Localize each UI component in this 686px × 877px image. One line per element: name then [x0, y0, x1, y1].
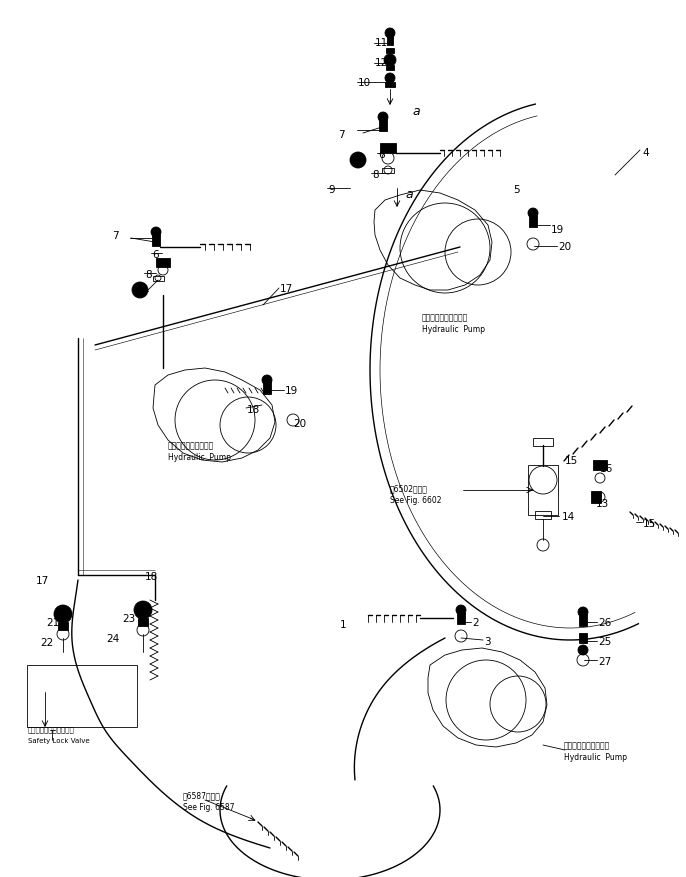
Circle shape — [578, 607, 588, 617]
Text: 第6502図参照: 第6502図参照 — [390, 484, 428, 493]
Text: 17: 17 — [36, 576, 49, 586]
Text: 18: 18 — [145, 572, 158, 582]
Circle shape — [578, 645, 588, 655]
Bar — [385, 82, 395, 87]
Text: 15: 15 — [643, 519, 657, 529]
Text: 5: 5 — [513, 185, 519, 195]
Circle shape — [378, 112, 388, 122]
Text: 4: 4 — [642, 148, 649, 158]
Text: 15: 15 — [565, 456, 578, 466]
Bar — [379, 119, 387, 131]
Circle shape — [385, 28, 395, 38]
Text: Hydraulic  Pump: Hydraulic Pump — [564, 753, 627, 762]
Text: 19: 19 — [285, 386, 298, 396]
Text: 1: 1 — [340, 620, 346, 630]
Text: 14: 14 — [562, 512, 576, 522]
Bar — [382, 168, 394, 173]
Text: 第6587図参照: 第6587図参照 — [183, 791, 221, 800]
Text: 7: 7 — [112, 231, 119, 241]
Text: 6: 6 — [378, 150, 385, 160]
Text: 25: 25 — [598, 637, 611, 647]
Bar — [387, 35, 393, 45]
Bar — [528, 465, 558, 515]
Bar — [380, 143, 396, 153]
Text: 24: 24 — [106, 634, 119, 644]
Text: 27: 27 — [598, 657, 611, 667]
Circle shape — [385, 73, 395, 83]
Circle shape — [350, 152, 366, 168]
Text: a: a — [405, 188, 412, 201]
Text: 23: 23 — [122, 614, 135, 624]
Circle shape — [384, 54, 396, 66]
Bar — [386, 65, 394, 69]
Text: 2: 2 — [472, 618, 479, 628]
Circle shape — [132, 282, 148, 298]
Circle shape — [528, 208, 538, 218]
Circle shape — [54, 605, 72, 623]
Bar — [579, 633, 587, 643]
Bar — [263, 380, 271, 394]
Text: Hydraulic  Pump: Hydraulic Pump — [168, 453, 231, 462]
Circle shape — [134, 601, 152, 619]
Text: ハイドロリックポンプ: ハイドロリックポンプ — [422, 313, 469, 322]
Text: ハイドロリックポンプ: ハイドロリックポンプ — [564, 741, 611, 750]
Text: 10: 10 — [358, 78, 371, 88]
Bar — [386, 47, 394, 53]
Circle shape — [456, 605, 466, 615]
Circle shape — [262, 375, 272, 385]
Bar — [152, 275, 163, 281]
Text: 26: 26 — [598, 618, 611, 628]
Text: 22: 22 — [40, 638, 54, 648]
Text: 9: 9 — [328, 185, 335, 195]
Bar — [579, 614, 587, 626]
Text: 20: 20 — [558, 242, 571, 252]
Bar — [152, 234, 160, 246]
Bar — [457, 612, 465, 624]
Text: 8: 8 — [372, 170, 379, 180]
Text: 17: 17 — [280, 284, 293, 294]
Bar — [156, 258, 170, 267]
Text: 13: 13 — [596, 499, 609, 509]
Text: 19: 19 — [551, 225, 565, 235]
Bar — [533, 438, 553, 446]
Text: 11: 11 — [375, 38, 388, 48]
Bar — [591, 491, 601, 503]
Text: 21: 21 — [46, 618, 59, 628]
Bar — [138, 618, 148, 626]
Text: 12: 12 — [375, 58, 388, 68]
Bar — [593, 460, 607, 470]
Text: 16: 16 — [600, 464, 613, 474]
Text: 18: 18 — [247, 405, 260, 415]
Bar — [535, 511, 551, 519]
Circle shape — [151, 227, 161, 237]
Text: セーフティロックバルブ: セーフティロックバルブ — [28, 726, 75, 732]
Bar — [27, 665, 137, 727]
Text: ハイドロリックポンプ: ハイドロリックポンプ — [168, 441, 214, 450]
Text: Hydraulic  Pump: Hydraulic Pump — [422, 325, 485, 334]
Bar — [529, 213, 537, 227]
Text: 9: 9 — [138, 288, 145, 298]
Text: 8: 8 — [145, 270, 152, 280]
Text: a: a — [412, 105, 420, 118]
Bar — [58, 622, 68, 630]
Text: 20: 20 — [293, 419, 306, 429]
Text: See Fig. 6602: See Fig. 6602 — [390, 496, 442, 505]
Text: Safety Lock Valve: Safety Lock Valve — [28, 738, 90, 744]
Text: 7: 7 — [338, 130, 344, 140]
Text: See Fig. 6587: See Fig. 6587 — [183, 803, 235, 812]
Text: 3: 3 — [484, 637, 490, 647]
Text: 6: 6 — [152, 250, 158, 260]
